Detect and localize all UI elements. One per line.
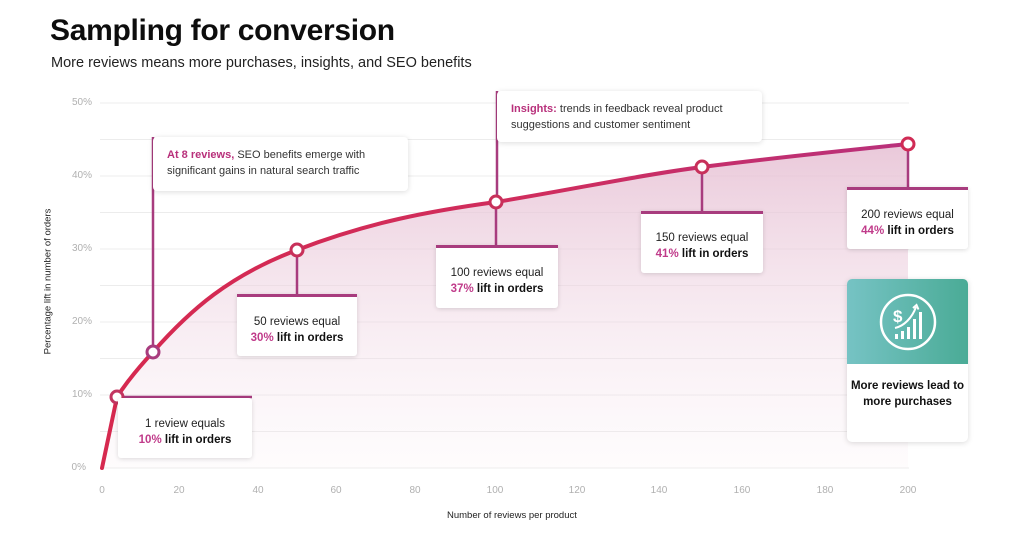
marker-8-reviews	[145, 344, 161, 360]
callout-label: 50 reviews equal	[253, 316, 341, 328]
seo-note-highlight: At 8 reviews,	[167, 149, 235, 161]
callout-100-reviews: 100 reviews equal 37% lift in orders	[436, 245, 558, 308]
callout-200-reviews: 200 reviews equal 44% lift in orders	[847, 187, 968, 249]
svg-text:$: $	[893, 307, 903, 326]
callout-50-reviews: 50 reviews equal 30% lift in orders	[237, 294, 357, 356]
x-tick: 80	[409, 485, 421, 496]
callout-label: 1 review equals	[145, 418, 225, 430]
callout-label: 150 reviews equal	[655, 232, 749, 244]
page-title: Sampling for conversion	[50, 14, 395, 47]
callout-suffix: lift in orders	[161, 434, 232, 446]
callout-suffix: lift in orders	[884, 225, 954, 237]
data-markers	[109, 136, 916, 405]
x-tick: 160	[733, 485, 751, 496]
insights-note-highlight: Insights:	[511, 103, 557, 115]
callout-suffix: lift in orders	[678, 248, 749, 260]
card-header: $	[847, 279, 968, 364]
seo-note-text: SEO benefits emerge with significant gai…	[167, 149, 366, 177]
seo-note: At 8 reviews, SEO benefits emerge with s…	[153, 137, 408, 191]
x-tick: 140	[650, 485, 668, 496]
callout-value: 10%	[138, 434, 162, 446]
callout-150-reviews: 150 reviews equal 41% lift in orders	[641, 211, 763, 273]
card-text: More reviews lead to more purchases	[850, 380, 965, 408]
callout-value: 37%	[450, 283, 474, 295]
lift-curve	[100, 142, 910, 470]
x-tick: 100	[486, 485, 504, 496]
callout-1-review: 1 review equals 10% lift in orders	[118, 398, 252, 458]
y-tick: 20%	[71, 316, 92, 327]
y-tick: 0%	[71, 462, 86, 473]
x-tick: 60	[330, 485, 342, 496]
y-tick: 30%	[71, 243, 92, 254]
y-tick: 40%	[71, 170, 92, 181]
marker-200-reviews	[900, 136, 916, 152]
x-tick: 40	[252, 485, 264, 496]
callout-label: 100 reviews equal	[450, 267, 544, 279]
callout-label: 200 reviews equal	[861, 209, 954, 221]
y-axis-label: Percentage lift in number of orders	[42, 208, 54, 355]
x-tick: 180	[816, 485, 834, 496]
marker-100-reviews	[488, 194, 504, 210]
insights-note: Insights: trends in feedback reveal prod…	[497, 91, 762, 142]
x-tick: 200	[899, 485, 917, 496]
callout-suffix: lift in orders	[273, 332, 344, 344]
callout-value: 30%	[250, 332, 274, 344]
x-tick: 120	[568, 485, 586, 496]
callout-suffix: lift in orders	[473, 283, 544, 295]
x-tick: 20	[173, 485, 185, 496]
x-tick: 0	[99, 485, 105, 496]
y-tick: 50%	[71, 97, 92, 108]
x-axis-label: Number of reviews per product	[447, 510, 577, 521]
marker-150-reviews	[694, 159, 710, 175]
insights-note-text: trends in feedback reveal product sugges…	[511, 103, 723, 131]
purchases-card: $ More reviews lead to more purchases	[847, 279, 968, 442]
y-tick: 10%	[71, 389, 92, 400]
dollar-growth-chart-icon: $	[879, 293, 936, 350]
marker-50-reviews	[289, 242, 305, 258]
callout-value: 41%	[655, 248, 679, 260]
callout-value: 44%	[861, 225, 885, 237]
page-subtitle: More reviews means more purchases, insig…	[51, 55, 472, 71]
